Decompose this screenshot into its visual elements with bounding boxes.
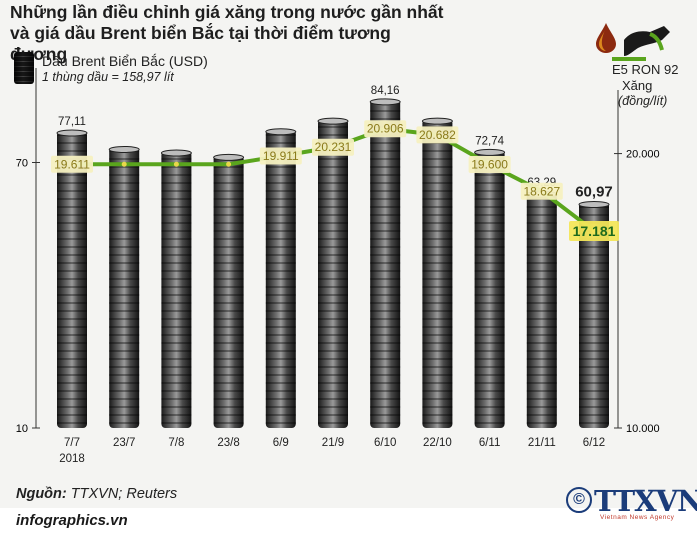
- label-bg: [416, 126, 459, 144]
- label-text: 18.627: [523, 184, 560, 198]
- bar-ribs: [370, 99, 401, 428]
- label-bg: [51, 155, 93, 173]
- bar-ribs: [57, 131, 87, 428]
- label-bg: [468, 156, 511, 174]
- ttxvn-logo: © TTXVN Vietnam News Agency: [566, 484, 697, 522]
- bar-ribs: [109, 147, 140, 428]
- line-point: [173, 161, 179, 167]
- label-bg: [569, 220, 619, 241]
- legend-fuel-series: E5 RON 92: [612, 62, 679, 77]
- x-tick-label: 23/8: [217, 437, 239, 449]
- source-note: Nguồn: TTXVN; Reuters: [16, 486, 177, 502]
- label-bg: [520, 182, 563, 200]
- legend-oil-note: 1 thùng dầu = 158,97 lít: [42, 70, 174, 84]
- label-text: 19.600: [471, 158, 508, 172]
- bar-top: [108, 145, 140, 153]
- logo-name: TTXVN: [594, 484, 697, 518]
- bar-value-label: 72,74: [475, 135, 504, 147]
- x-tick-label: 6/10: [374, 437, 396, 449]
- x-tick-label: 22/10: [423, 437, 452, 449]
- bar-barrel: [56, 129, 88, 428]
- bar-top: [474, 148, 506, 156]
- legend-fuel-label: Xăng: [622, 78, 653, 93]
- source-value: TTXVN; Reuters: [70, 486, 178, 502]
- bar-value-label: 60,97: [575, 183, 613, 200]
- bar-ribs: [422, 119, 453, 428]
- legend-fuel-unit: (đồng/lít): [618, 94, 668, 108]
- logo-subtitle: Vietnam News Agency: [600, 514, 675, 521]
- bar-value-label: 84,16: [371, 85, 400, 97]
- legend-fuel: E5 RON 92 Xăng (đồng/lít): [592, 22, 697, 117]
- bar-top: [369, 98, 401, 106]
- line-value-label: 19.911: [259, 147, 302, 165]
- line-value-label: 20.231: [312, 138, 354, 156]
- line-value-label: 17.181: [569, 220, 619, 241]
- line-point: [121, 161, 127, 167]
- label-text: 19.611: [54, 157, 90, 171]
- bar-barrel: [421, 117, 453, 428]
- line-point: [226, 161, 232, 167]
- bar-barrel: [369, 98, 401, 428]
- bar-top: [265, 128, 297, 136]
- x-tick-label: 7/7: [64, 437, 80, 449]
- bar-barrel: [578, 200, 610, 428]
- copyright-icon: ©: [566, 487, 592, 513]
- y-right-tick-label: 20.000: [626, 149, 660, 161]
- bar-top: [317, 117, 349, 125]
- bar-top: [56, 129, 88, 137]
- bar-barrel: [265, 128, 297, 428]
- x-tick-label: 21/9: [322, 437, 344, 449]
- line-value-label: 20.906: [364, 120, 407, 138]
- line-value-label: 18.627: [520, 182, 563, 200]
- bar-ribs: [318, 119, 348, 428]
- bar-ribs: [526, 192, 557, 428]
- label-text: 17.181: [573, 223, 616, 239]
- bar-top: [160, 149, 192, 157]
- line-value-label: 20.682: [416, 126, 459, 144]
- bar-top: [213, 153, 245, 161]
- label-bg: [312, 138, 354, 156]
- legend-line-swatch: [612, 57, 646, 61]
- x-tick-label: 7/8: [168, 437, 184, 449]
- bar-ribs: [213, 155, 244, 429]
- site-link[interactable]: infographics.vn: [16, 512, 128, 529]
- label-text: 20.231: [315, 140, 352, 154]
- bar-barrel: [108, 145, 140, 428]
- line-value-label: 19.611: [51, 155, 93, 173]
- y-right-tick-label: 10.000: [626, 423, 660, 435]
- bar-top: [421, 117, 453, 125]
- x-tick-label: 23/7: [113, 437, 135, 449]
- x-year-label: 2018: [59, 453, 85, 465]
- bar-barrel: [160, 149, 192, 428]
- bar-barrel: [317, 117, 349, 428]
- bar-barrel: [474, 148, 506, 429]
- fuel-pump-icon: [624, 26, 670, 56]
- bar-ribs: [579, 202, 609, 428]
- bar-barrel: [526, 190, 558, 428]
- bar-barrel: [213, 153, 245, 429]
- label-text: 20.682: [419, 128, 456, 142]
- bar-ribs: [161, 150, 192, 428]
- barrel-icon: [14, 52, 34, 84]
- y-left-tick-label: 10: [16, 423, 28, 435]
- label-text: 20.906: [367, 122, 404, 136]
- label-text: 19.911: [263, 149, 299, 163]
- bar-ribs: [265, 129, 296, 428]
- line-value-label: 19.600: [468, 156, 511, 174]
- label-bg: [259, 147, 302, 165]
- source-label: Nguồn:: [16, 486, 67, 502]
- x-tick-label: 6/9: [273, 437, 289, 449]
- oil-drop-icon: [596, 23, 616, 53]
- x-tick-label: 6/12: [583, 437, 605, 449]
- bar-ribs: [474, 150, 505, 429]
- y-left-tick-label: 70: [16, 158, 28, 170]
- legend-oil: Dầu Brent Biển Bắc (USD) 1 thùng dầu = 1…: [14, 52, 274, 88]
- x-tick-label: 21/11: [528, 437, 556, 449]
- x-tick-label: 6/11: [479, 437, 501, 449]
- bar-top: [578, 200, 610, 208]
- legend-oil-label: Dầu Brent Biển Bắc (USD): [42, 53, 208, 69]
- label-bg: [364, 120, 407, 138]
- bar-value-label: 77,11: [58, 116, 86, 128]
